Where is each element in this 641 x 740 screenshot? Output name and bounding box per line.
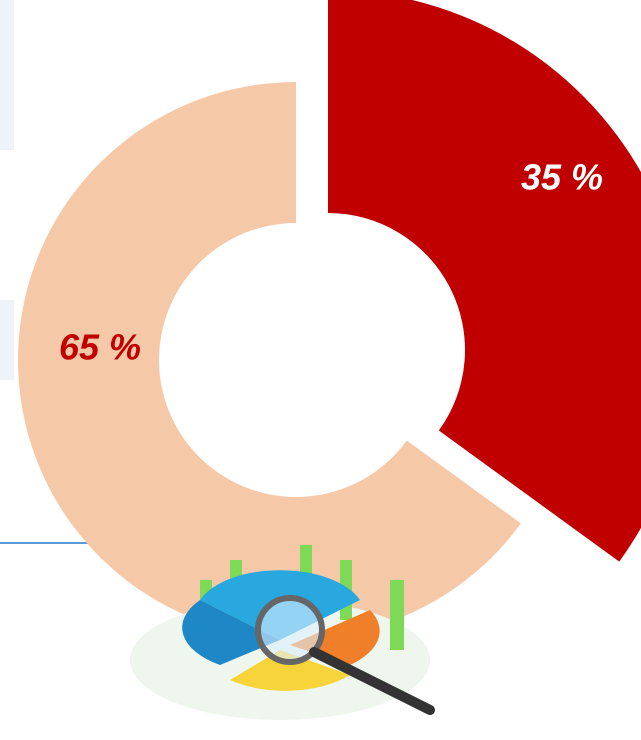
data-label: 65 % <box>59 327 141 368</box>
data-label: 35 % <box>521 157 603 198</box>
donut <box>18 0 641 638</box>
chart: 35 % 65 % <box>0 0 641 740</box>
background-panel <box>0 0 14 150</box>
background-panel <box>0 300 14 380</box>
